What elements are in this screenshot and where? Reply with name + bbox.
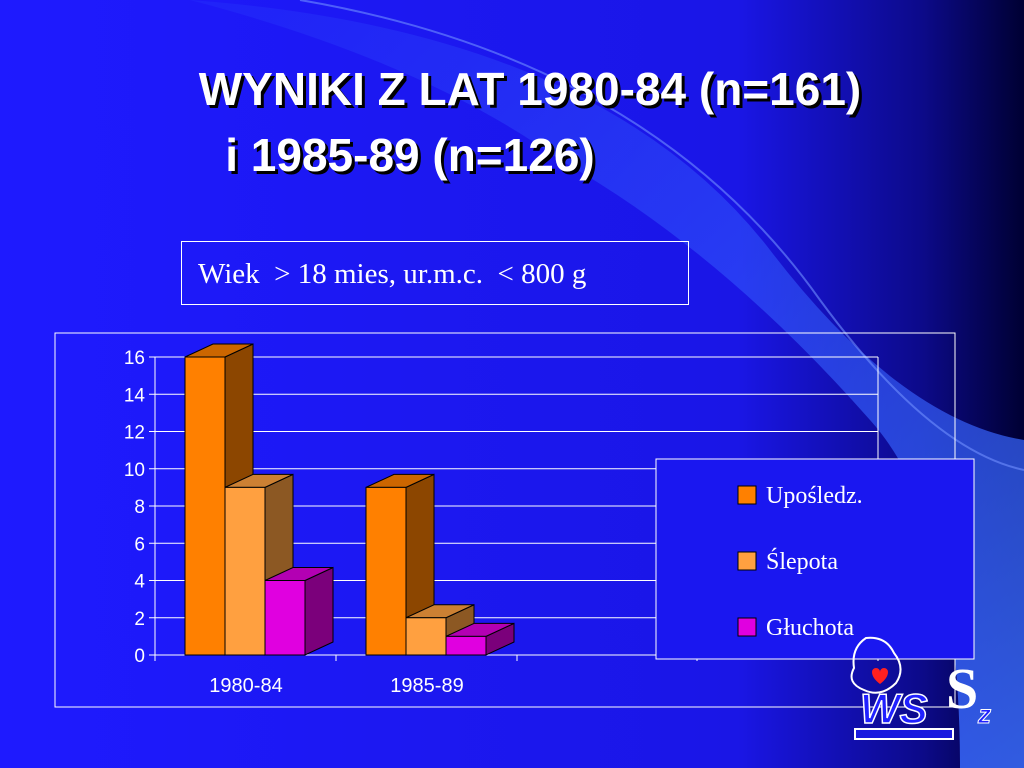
chart-legend: Upośledz. Ślepota Głuchota [655,458,975,660]
legend-swatch [737,551,757,571]
legend-swatch [737,617,757,637]
slide-title-line-1: WYNIKI Z LAT 1980-84 (n=161) [198,63,862,115]
y-tick-label: 6 [134,534,145,555]
y-tick-label: 2 [134,609,145,630]
x-tick-label: 1985-89 [390,675,463,697]
x-tick-label: 1980-84 [209,675,282,697]
legend-label: Ślepota [766,548,838,575]
bar-front [405,617,447,656]
bar-front [445,635,487,656]
slide-title-line-2: i 1985-89 (n=126) [225,129,595,181]
svg-text:S: S [946,656,978,721]
bar-front [365,486,407,656]
svg-text:z: z [977,699,991,729]
y-tick-label: 16 [124,348,145,369]
y-tick-label: 4 [134,572,145,593]
x-axis: 1980-84 1985-89 [154,655,879,697]
bar-side [304,566,334,656]
legend-label: Upośledz. [766,483,863,509]
y-tick-label: 0 [134,646,145,667]
chart-bars [184,343,515,656]
svg-text:WS: WS [860,685,928,732]
bar-1985-89-1 [365,473,435,656]
y-axis: 0 2 4 6 8 10 12 14 16 [124,348,155,667]
bar-1980-84-3 [264,566,334,656]
legend-swatch [737,485,757,505]
bar-front [264,580,306,656]
y-tick-label: 8 [134,497,145,518]
y-tick-label: 14 [124,385,146,406]
y-tick-label: 10 [124,460,145,481]
legend-label: Głuchota [766,615,854,641]
bar-front [224,486,266,656]
bar-front [184,356,226,656]
legend-box [655,458,975,660]
bar-1985-89-3 [445,622,515,656]
wssz-logo-icon: WS S z [850,636,992,740]
y-tick-label: 12 [124,423,145,444]
subtitle-box: Wiek > 18 mies, ur.m.c. < 800 g [181,241,689,305]
